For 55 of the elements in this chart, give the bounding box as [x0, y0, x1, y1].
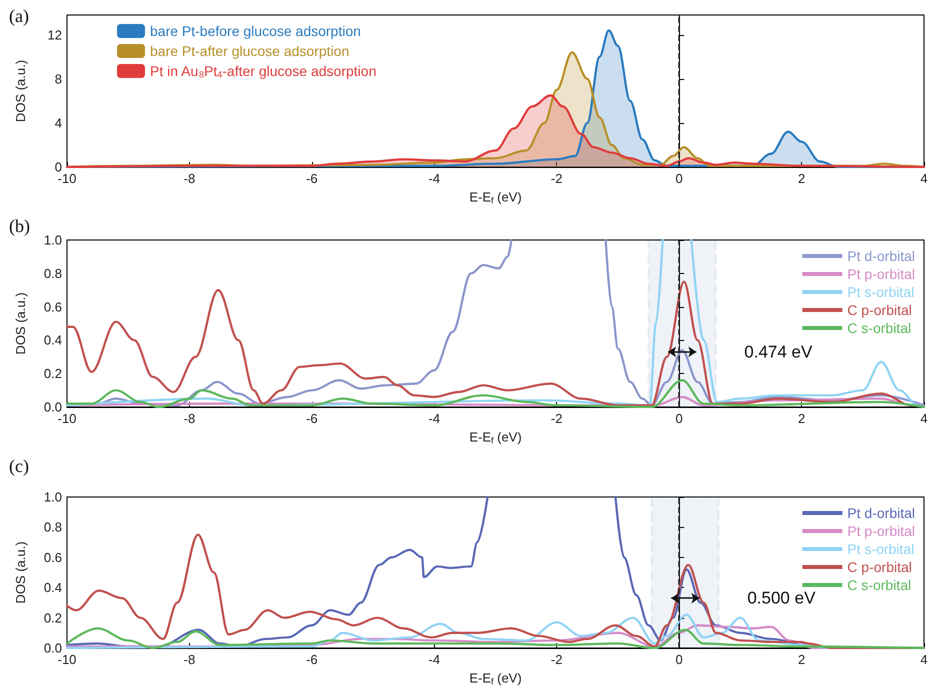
- y-tick-label: 0.6: [44, 550, 62, 565]
- line-series: [66, 379, 926, 408]
- chart-title: (b): [9, 216, 30, 236]
- y-tick-label: 12: [48, 27, 62, 42]
- chart-title: (a): [9, 6, 29, 26]
- x-tick-label: -2: [550, 652, 562, 667]
- x-tick-label: -8: [184, 171, 196, 186]
- x-tick-label: 0: [676, 411, 683, 426]
- x-tick-label: -4: [428, 171, 440, 186]
- x-tick-label: -8: [184, 652, 196, 667]
- x-tick-label: 4: [920, 652, 928, 667]
- x-tick-label: -6: [306, 652, 318, 667]
- x-tick-label: -4: [428, 652, 440, 667]
- legend-label: C s-orbital: [847, 320, 912, 336]
- x-tick-label: 0: [676, 171, 683, 186]
- x-tick-label: -8: [184, 411, 196, 426]
- y-axis-title: DOS (a.u.): [13, 292, 28, 355]
- y-tick-label: 0.4: [44, 332, 62, 348]
- x-tick-label: 4: [920, 171, 928, 186]
- legend-label: Pt d-orbital: [847, 248, 916, 264]
- y-tick-label: 0.8: [44, 266, 62, 281]
- y-tick-label: 0.2: [44, 366, 62, 382]
- y-tick-label: 0.2: [44, 610, 62, 626]
- x-tick-label: -6: [306, 171, 318, 186]
- legend-label: Pt s-orbital: [847, 541, 914, 557]
- y-tick-label: 8: [54, 71, 62, 86]
- annotation: 0.474 eV: [744, 342, 813, 362]
- legend-label: Pt p-orbital: [847, 523, 916, 539]
- legend-label: Pt p-orbital: [847, 266, 916, 282]
- y-axis-title: DOS (a.u.): [13, 60, 28, 122]
- legend-label: Pt d-orbital: [847, 505, 916, 521]
- x-tick-label: 2: [798, 652, 806, 667]
- legend-label: C p-orbital: [847, 559, 912, 575]
- x-tick-label: -4: [428, 411, 440, 426]
- legend-label: Pt s-orbital: [847, 284, 914, 300]
- x-tick-label: -2: [550, 171, 562, 186]
- y-axis-title: DOS (a.u.): [13, 541, 28, 604]
- legend-label: bare Pt-before glucose adsorption: [150, 23, 361, 39]
- y-tick-label: 0.8: [44, 520, 62, 535]
- x-tick-label: -6: [306, 411, 318, 426]
- annotation: 0.500 eV: [747, 588, 816, 608]
- y-tick-label: 0.4: [44, 580, 62, 596]
- legend-label: C p-orbital: [847, 302, 912, 318]
- chart-title: (c): [9, 456, 29, 476]
- x-tick-label: -2: [550, 411, 562, 426]
- y-tick-label: 1.0: [44, 490, 62, 504]
- legend-label: C s-orbital: [847, 577, 912, 593]
- x-tick-label: 2: [798, 411, 806, 426]
- legend-label: bare Pt-after glucose adsorption: [150, 43, 350, 59]
- y-tick-label: 0.6: [44, 299, 62, 314]
- x-tick-label: 4: [920, 411, 928, 426]
- x-tick-label: 2: [798, 171, 806, 186]
- x-tick-label: 0: [676, 652, 683, 667]
- y-tick-label: 4: [54, 115, 62, 130]
- y-tick-label: 1.0: [44, 232, 62, 248]
